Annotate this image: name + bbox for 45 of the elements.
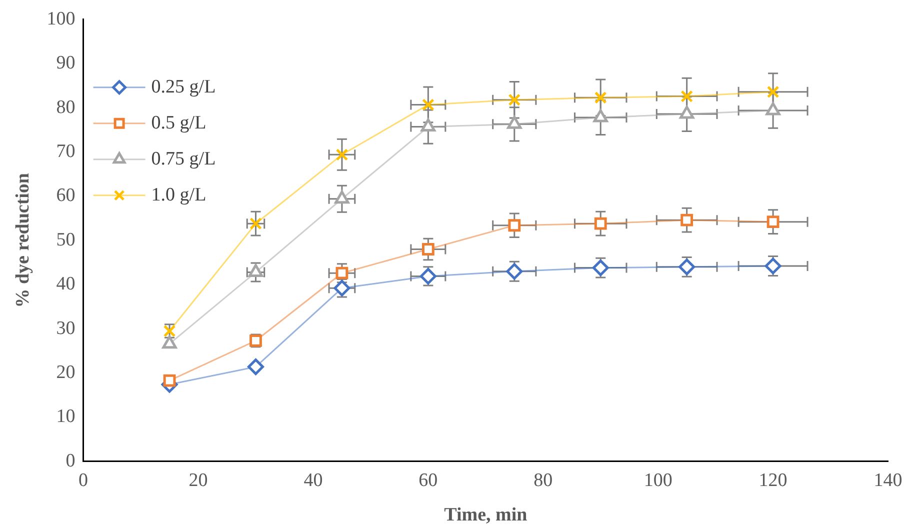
legend-label: 1.0 g/L bbox=[151, 184, 206, 206]
y-tick-label: 30 bbox=[56, 318, 76, 339]
point bbox=[422, 98, 434, 111]
point bbox=[163, 374, 176, 387]
point bbox=[250, 217, 262, 230]
x-axis-title: Time, min bbox=[444, 504, 528, 526]
x-tick-label: 0 bbox=[78, 470, 88, 491]
legend-label: 0.25 g/L bbox=[151, 76, 216, 98]
point bbox=[680, 90, 694, 103]
point bbox=[422, 243, 434, 256]
point bbox=[594, 91, 607, 104]
legend-label: 0.5 g/L bbox=[151, 112, 206, 134]
point bbox=[766, 86, 780, 98]
point bbox=[508, 219, 521, 232]
y-tick-label: 60 bbox=[56, 185, 76, 206]
x-tick-label: 140 bbox=[874, 470, 902, 491]
y-tick-label: 10 bbox=[56, 406, 76, 428]
point bbox=[336, 266, 348, 280]
point bbox=[508, 94, 521, 106]
point bbox=[678, 258, 696, 276]
point bbox=[247, 358, 264, 376]
y-tick-label: 90 bbox=[56, 52, 76, 74]
y-tick-label: 40 bbox=[56, 274, 76, 295]
point bbox=[592, 260, 609, 276]
y-tick-label: 100 bbox=[46, 8, 76, 30]
x-tick-label: 20 bbox=[188, 470, 208, 491]
x-tick-label: 80 bbox=[534, 470, 553, 491]
point bbox=[420, 118, 436, 132]
x-tick-label: 120 bbox=[758, 470, 788, 491]
legend-label: 0.75 g/L bbox=[151, 148, 216, 170]
y-tick-label: 50 bbox=[56, 229, 76, 250]
x-tick-label: 60 bbox=[418, 470, 438, 491]
y-tick-label: 20 bbox=[56, 362, 76, 383]
y-axis-title: % dye reduction bbox=[12, 172, 34, 308]
point bbox=[420, 268, 436, 284]
y-tick-label: 70 bbox=[56, 140, 76, 162]
y-tick-label: 0 bbox=[66, 450, 76, 472]
x-tick-label: 40 bbox=[304, 470, 323, 491]
point bbox=[680, 214, 694, 226]
y-tick-label: 80 bbox=[56, 96, 76, 118]
x-tick-label: 100 bbox=[644, 470, 672, 491]
point bbox=[766, 216, 780, 228]
point bbox=[506, 263, 523, 280]
point bbox=[336, 148, 348, 161]
point bbox=[594, 217, 607, 230]
